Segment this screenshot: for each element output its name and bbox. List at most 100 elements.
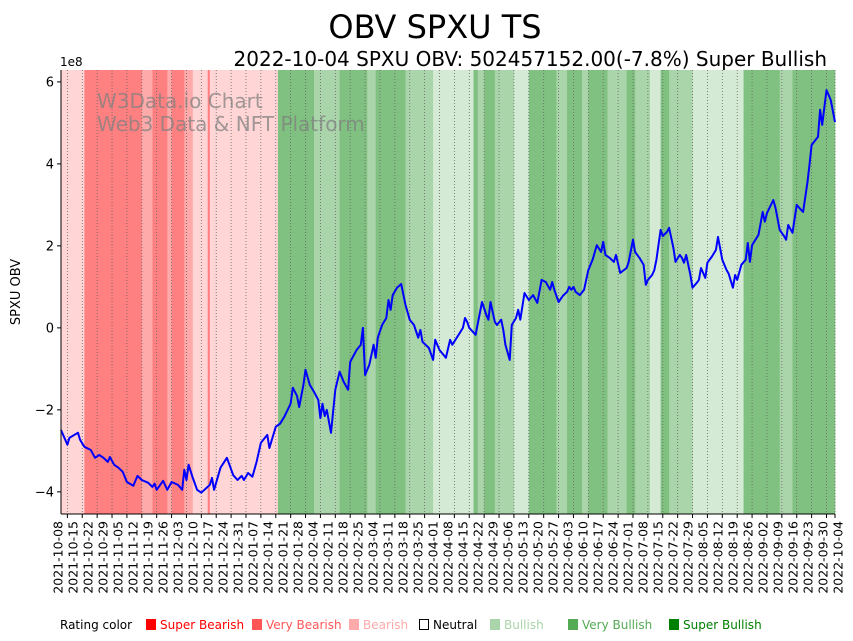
rating-band-bullish (692, 70, 744, 514)
rating-band-very-bullish (405, 70, 434, 514)
x-tick-label: 2022-02-04 (305, 521, 320, 594)
y-tick-label: 2 (46, 239, 54, 254)
legend-label-bearish: Bearish (363, 618, 408, 632)
x-tick-label: 2022-07-22 (665, 521, 680, 594)
y-tick-label: 0 (46, 321, 54, 336)
legend-label-bullish: Bullish (504, 618, 544, 632)
rating-band-bullish (433, 70, 474, 514)
x-tick-label: 2021-12-10 (185, 521, 200, 594)
x-tick-label: 2022-04-15 (455, 521, 470, 594)
rating-band-super-bearish (171, 70, 185, 514)
x-tick-label: 2022-08-12 (710, 521, 725, 594)
x-tick-label: 2021-10-22 (80, 521, 95, 594)
rating-band-very-bullish (669, 70, 693, 514)
x-tick-label: 2022-07-08 (635, 521, 650, 594)
y-axis-label: SPXU OBV (9, 259, 24, 325)
x-tick-label: 2022-04-29 (485, 521, 500, 594)
x-tick-label: 2021-10-15 (65, 521, 80, 594)
legend-swatch-bullish (490, 619, 500, 630)
x-tick-label: 2022-03-04 (365, 521, 380, 594)
x-tick-label: 2022-09-02 (755, 521, 770, 594)
y-offset-label: 1e8 (60, 55, 83, 69)
rating-bands (61, 70, 836, 514)
x-tick-label: 2022-05-13 (515, 521, 530, 594)
y-tick-label: 6 (46, 75, 54, 90)
x-tick-label: 2022-06-24 (605, 521, 620, 594)
chart-title: OBV SPXU TS (328, 8, 541, 46)
rating-band-very-bearish (184, 70, 194, 514)
legend-label-super-bullish: Super Bullish (683, 618, 762, 632)
rating-band-very-bullish (635, 70, 651, 514)
rating-band-bearish (192, 70, 209, 514)
rating-band-very-bullish (779, 70, 793, 514)
x-tick-label: 2022-07-29 (680, 521, 695, 594)
legend-title: Rating color (60, 618, 132, 632)
x-tick-label: 2021-11-05 (110, 521, 125, 594)
obv-line (60, 89, 836, 494)
rating-band-super-bullish (528, 70, 557, 514)
x-tick-label: 2022-03-11 (380, 521, 395, 594)
watermark-line-2: Web3 Data & NFT Platform (97, 112, 365, 136)
x-tick-label: 2022-09-16 (785, 521, 800, 594)
legend-label-neutral: Neutral (433, 618, 477, 632)
x-tick-label: 2021-10-29 (95, 521, 110, 594)
rating-band-very-bullish (556, 70, 568, 514)
rating-band-bullish (513, 70, 530, 514)
x-tick-label: 2021-12-24 (215, 521, 230, 594)
x-tick-label: 2021-11-12 (125, 521, 140, 594)
rating-band-very-bullish (477, 70, 485, 514)
x-tick-label: 2022-03-25 (410, 521, 425, 594)
x-tick-label: 2022-02-11 (320, 521, 335, 594)
rating-band-super-bullish (660, 70, 670, 514)
rating-band-very-bearish (141, 70, 153, 514)
x-tick-label: 2022-07-01 (620, 521, 635, 594)
x-tick-label: 2022-05-06 (500, 521, 515, 594)
rating-band-bearish (209, 70, 279, 514)
rating-band-super-bearish (84, 70, 143, 514)
x-tick-label: 2022-01-14 (260, 521, 275, 594)
x-tick-label: 2022-08-05 (695, 521, 710, 594)
x-tick-label: 2021-10-08 (50, 521, 65, 594)
rating-band-super-bearish (152, 70, 168, 514)
rating-band-super-bearish (207, 70, 211, 514)
x-tick-label: 2022-01-21 (275, 521, 290, 594)
x-tick-label: 2022-08-26 (740, 521, 755, 594)
axes: 2021-10-08 2021-10-15 2021-10-22 2021-10-29… (35, 70, 845, 594)
x-tick-label: 2022-03-18 (395, 521, 410, 594)
rating-band-bullish (650, 70, 661, 514)
legend-swatch-very-bullish (568, 619, 578, 630)
legend-label-very-bearish: Very Bearish (266, 618, 342, 632)
rating-band-super-bullish (588, 70, 608, 514)
x-tick-label: 2022-05-20 (530, 521, 545, 594)
rating-band-super-bullish (743, 70, 781, 514)
x-tick-label: 2022-09-09 (770, 521, 785, 594)
rating-band-very-bullish (607, 70, 627, 514)
legend-swatch-super-bullish (669, 619, 679, 630)
x-tick-label: 2022-09-30 (815, 521, 830, 594)
rating-band-very-bullish (314, 70, 340, 514)
x-tick-label: 2022-01-07 (245, 521, 260, 594)
x-tick-label: 2021-11-26 (155, 521, 170, 594)
x-tick-label: 2022-02-25 (350, 521, 365, 594)
rating-band-super-bullish (277, 70, 315, 514)
y-tick-label: −4 (35, 485, 54, 500)
x-tick-label: 2022-04-08 (440, 521, 455, 594)
chart-subtitle: 2022-10-04 SPXU OBV: 502457152.00(-7.8%)… (234, 47, 827, 71)
legend-label-very-bullish: Very Bullish (582, 618, 652, 632)
legend-swatch-bearish (349, 619, 359, 630)
x-tick-label: 2022-10-04 (830, 521, 845, 594)
legend-label-super-bearish: Super Bearish (160, 618, 244, 632)
x-gridlines (66, 70, 836, 514)
rating-band-super-bullish (339, 70, 368, 514)
legend-swatch-neutral (419, 619, 429, 630)
x-tick-label: 2022-02-18 (335, 521, 350, 594)
rating-band-very-bullish (581, 70, 589, 514)
watermark-line-1: W3Data.io Chart (97, 89, 263, 113)
obv-series (60, 89, 836, 494)
legend-swatch-very-bearish (252, 619, 262, 630)
y-tick-label: 4 (46, 157, 54, 172)
rating-band-super-bullish (375, 70, 406, 514)
rating-band-super-bullish (473, 70, 479, 514)
x-tick-label: 2022-01-28 (290, 521, 305, 594)
x-tick-label: 2022-06-17 (590, 521, 605, 594)
